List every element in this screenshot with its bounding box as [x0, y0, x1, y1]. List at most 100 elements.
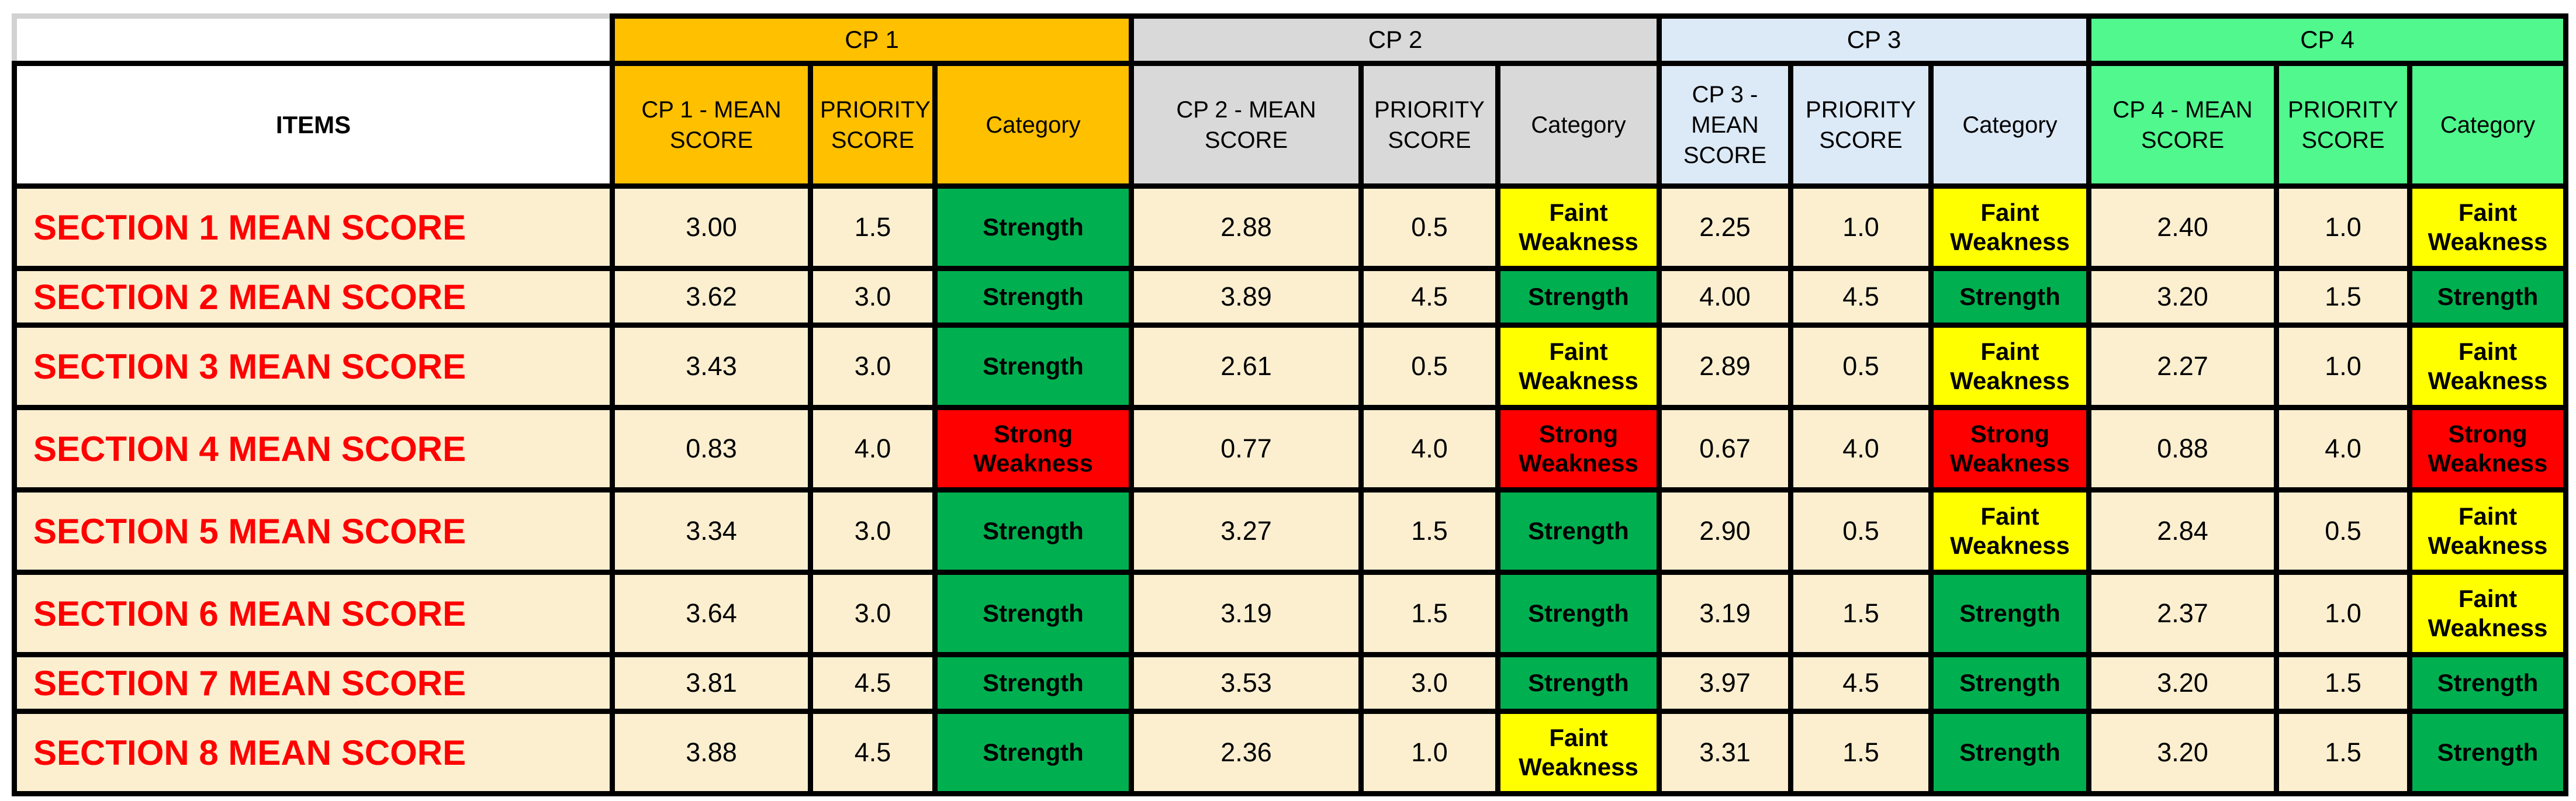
cp1-category-header: Category — [932, 61, 1134, 189]
category-cell: Strong Weakness — [1928, 405, 2091, 493]
category-cell: Faint Weakness — [1495, 709, 1662, 796]
priority-cell: 1.0 — [2274, 570, 2412, 657]
cp4-mean-header: CP 4 - MEAN SCORE — [2086, 61, 2279, 189]
mean-cell: 2.90 — [1657, 487, 1793, 575]
category-cell: Strength — [932, 570, 1134, 657]
cp3-priority-header: PRIORITY SCORE — [1788, 61, 1934, 189]
category-cell: Strength — [932, 266, 1134, 328]
priority-cell: 1.5 — [808, 183, 938, 271]
cp3-category-header: Category — [1928, 61, 2091, 189]
category-cell: Strength — [1928, 570, 2091, 657]
category-cell: Faint Weakness — [2407, 183, 2568, 271]
category-cell: Faint Weakness — [2407, 323, 2568, 410]
priority-cell: 4.0 — [1788, 405, 1934, 493]
category-cell: Strength — [1928, 652, 2091, 714]
priority-cell: 1.5 — [1358, 570, 1500, 657]
priority-cell: 3.0 — [808, 266, 938, 328]
category-cell: Strong Weakness — [932, 405, 1134, 493]
mean-cell: 2.25 — [1657, 183, 1793, 271]
group-header-cp1: CP 1 — [610, 13, 1134, 66]
category-cell: Strength — [932, 183, 1134, 271]
priority-cell: 3.0 — [808, 323, 938, 410]
priority-cell: 1.5 — [2274, 709, 2412, 796]
table-row: SECTION 8 MEAN SCORE 3.88 4.5 Strength 2… — [12, 709, 2568, 796]
cp1-priority-header: PRIORITY SCORE — [808, 61, 938, 189]
mean-cell: 3.27 — [1129, 487, 1364, 575]
priority-cell: 0.5 — [1788, 487, 1934, 575]
priority-cell: 1.5 — [1788, 570, 1934, 657]
category-cell: Faint Weakness — [1928, 183, 2091, 271]
mean-cell: 2.27 — [2086, 323, 2279, 410]
mean-cell: 3.43 — [610, 323, 813, 410]
cp4-priority-header: PRIORITY SCORE — [2274, 61, 2412, 189]
table-row: SECTION 1 MEAN SCORE 3.00 1.5 Strength 2… — [12, 183, 2568, 271]
priority-cell: 0.5 — [2274, 487, 2412, 575]
priority-cell: 4.5 — [808, 652, 938, 714]
category-cell: Strong Weakness — [2407, 405, 2568, 493]
mean-cell: 3.31 — [1657, 709, 1793, 796]
category-cell: Strong Weakness — [1495, 405, 1662, 493]
priority-cell: 1.0 — [1788, 183, 1934, 271]
table-row: SECTION 4 MEAN SCORE 0.83 4.0 Strong Wea… — [12, 405, 2568, 493]
row-label: SECTION 4 MEAN SCORE — [12, 405, 615, 493]
priority-cell: 1.0 — [2274, 323, 2412, 410]
mean-cell: 0.67 — [1657, 405, 1793, 493]
mean-cell: 3.00 — [610, 183, 813, 271]
category-cell: Strength — [1495, 266, 1662, 328]
mean-cell: 3.19 — [1657, 570, 1793, 657]
category-cell: Faint Weakness — [1928, 487, 2091, 575]
category-cell: Strength — [932, 652, 1134, 714]
category-cell: Faint Weakness — [1495, 323, 1662, 410]
priority-cell: 0.5 — [1358, 183, 1500, 271]
priority-cell: 4.0 — [2274, 405, 2412, 493]
cp1-mean-header: CP 1 - MEAN SCORE — [610, 61, 813, 189]
priority-cell: 4.5 — [808, 709, 938, 796]
category-cell: Strength — [1495, 570, 1662, 657]
category-cell: Strength — [932, 323, 1134, 410]
mean-cell: 2.40 — [2086, 183, 2279, 271]
swot-priority-table: CP 1 CP 2 CP 3 CP 4 ITEMS CP 1 - MEAN SC… — [12, 13, 2568, 796]
table-row: SECTION 6 MEAN SCORE 3.64 3.0 Strength 3… — [12, 570, 2568, 657]
mean-cell: 2.84 — [2086, 487, 2279, 575]
priority-cell: 1.0 — [2274, 183, 2412, 271]
mean-cell: 3.97 — [1657, 652, 1793, 714]
cp2-priority-header: PRIORITY SCORE — [1358, 61, 1500, 189]
category-cell: Faint Weakness — [1495, 183, 1662, 271]
mean-cell: 3.20 — [2086, 709, 2279, 796]
group-header-cp2: CP 2 — [1129, 13, 1662, 66]
category-cell: Strength — [2407, 709, 2568, 796]
priority-cell: 4.0 — [1358, 405, 1500, 493]
priority-cell: 4.5 — [1788, 266, 1934, 328]
row-label: SECTION 6 MEAN SCORE — [12, 570, 615, 657]
category-cell: Strength — [1495, 487, 1662, 575]
mean-cell: 3.88 — [610, 709, 813, 796]
mean-cell: 3.64 — [610, 570, 813, 657]
category-cell: Strength — [2407, 266, 2568, 328]
mean-cell: 2.36 — [1129, 709, 1364, 796]
mean-cell: 0.83 — [610, 405, 813, 493]
mean-cell: 3.53 — [1129, 652, 1364, 714]
row-label: SECTION 2 MEAN SCORE — [12, 266, 615, 328]
priority-cell: 4.5 — [1788, 652, 1934, 714]
priority-cell: 4.0 — [808, 405, 938, 493]
group-header-row: CP 1 CP 2 CP 3 CP 4 — [12, 13, 2568, 66]
category-cell: Strength — [1928, 709, 2091, 796]
category-cell: Strength — [2407, 652, 2568, 714]
column-header-row: ITEMS CP 1 - MEAN SCORE PRIORITY SCORE C… — [12, 61, 2568, 189]
priority-cell: 0.5 — [1358, 323, 1500, 410]
priority-cell: 1.5 — [2274, 652, 2412, 714]
category-cell: Strength — [1495, 652, 1662, 714]
row-label: SECTION 5 MEAN SCORE — [12, 487, 615, 575]
priority-cell: 0.5 — [1788, 323, 1934, 410]
table-row: SECTION 2 MEAN SCORE 3.62 3.0 Strength 3… — [12, 266, 2568, 328]
group-header-cp4: CP 4 — [2086, 13, 2568, 66]
mean-cell: 3.89 — [1129, 266, 1364, 328]
category-cell: Strength — [1928, 266, 2091, 328]
cp2-mean-header: CP 2 - MEAN SCORE — [1129, 61, 1364, 189]
table-row: SECTION 5 MEAN SCORE 3.34 3.0 Strength 3… — [12, 487, 2568, 575]
row-label: SECTION 1 MEAN SCORE — [12, 183, 615, 271]
mean-cell: 3.20 — [2086, 266, 2279, 328]
category-cell: Faint Weakness — [1928, 323, 2091, 410]
mean-cell: 2.37 — [2086, 570, 2279, 657]
cp2-category-header: Category — [1495, 61, 1662, 189]
